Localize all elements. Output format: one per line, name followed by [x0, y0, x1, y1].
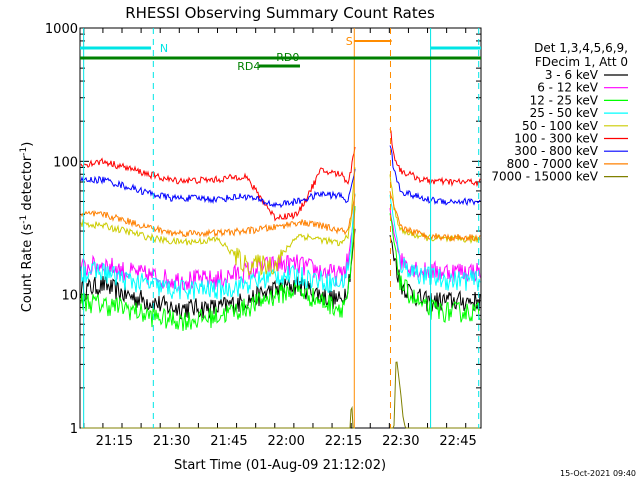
- series-line-1: [80, 208, 481, 292]
- x-axis-label: Start Time (01-Aug-09 21:12:02): [174, 458, 386, 473]
- x-tick-label: 22:45: [439, 434, 476, 449]
- legend-label-7: 800 - 7000 keV: [507, 157, 599, 171]
- legend-label-2: 12 - 25 keV: [530, 93, 599, 107]
- legend-label-3: 25 - 50 keV: [530, 106, 599, 120]
- x-tick-label: 21:30: [153, 434, 190, 449]
- legend-label-1: 6 - 12 keV: [537, 81, 599, 95]
- series-line-2: [80, 206, 481, 331]
- legend-label-6: 300 - 800 keV: [514, 144, 598, 158]
- legend-label-5: 100 - 300 keV: [514, 132, 598, 146]
- series-line-6: [80, 145, 481, 209]
- annotation-s-label: S: [346, 35, 353, 48]
- y-tick-label: 10: [61, 289, 78, 304]
- x-tick-label: 22:30: [382, 434, 419, 449]
- legend-label-0: 3 - 6 keV: [545, 68, 599, 82]
- series-line-8: [81, 361, 480, 429]
- plot-area: 1 10 100 1000 21:15 21:30 21:45 22:00 22:15 22:30…: [45, 22, 482, 449]
- chart-title: RHESSI Observing Summary Count Rates: [125, 4, 435, 22]
- annotation-n-label: N: [160, 42, 168, 55]
- y-tick-label: 1000: [45, 22, 78, 37]
- legend: Det 1,3,4,5,6,9, FDecim 1, Att 0 3 - 6 k…: [491, 41, 628, 184]
- series-line-3: [80, 193, 481, 300]
- annotation-rd0-label: RD0: [276, 51, 299, 64]
- x-tick-label: 22:00: [267, 434, 304, 449]
- series-line-5: [80, 128, 481, 222]
- series-line-7: [80, 191, 481, 243]
- x-tick-label: 22:15: [325, 434, 362, 449]
- series-line-0: [80, 228, 481, 320]
- series-line-4: [80, 167, 481, 277]
- legend-header-line-2: FDecim 1, Att 0: [535, 55, 628, 69]
- legend-header-line-1: Det 1,3,4,5,6,9,: [534, 41, 628, 55]
- y-tick-label: 1: [70, 422, 78, 437]
- x-tick-label: 21:15: [96, 434, 133, 449]
- legend-label-4: 50 - 100 keV: [522, 119, 599, 133]
- annotation-rd4-label: RD4: [237, 60, 260, 73]
- legend-label-8: 7000 - 15000 keV: [491, 170, 598, 184]
- y-axis-label: Count Rate (s-1 detector-1): [19, 142, 35, 313]
- y-tick-label: 100: [53, 155, 78, 170]
- footer-timestamp: 15-Oct-2021 09:40: [560, 469, 636, 478]
- x-tick-label: 21:45: [210, 434, 247, 449]
